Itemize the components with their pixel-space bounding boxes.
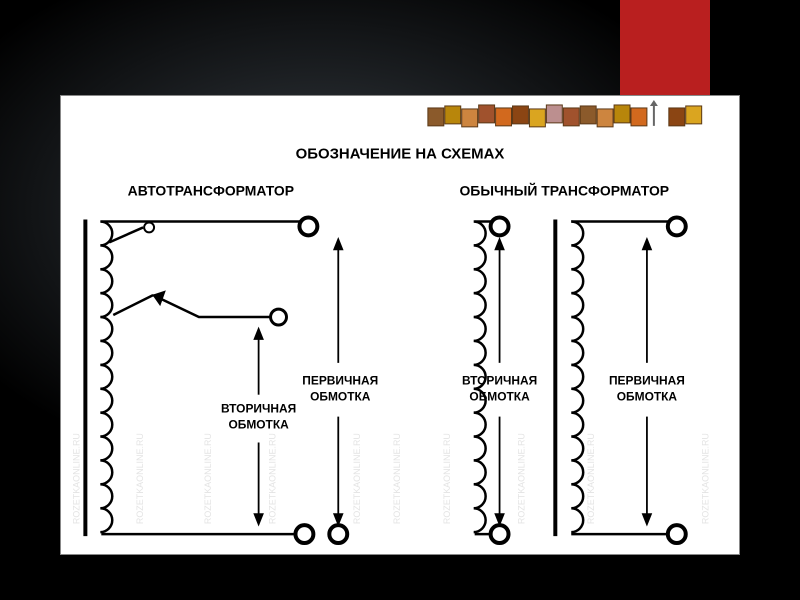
terminal-std-pri-top [668, 217, 686, 235]
terminal-small [144, 222, 154, 232]
watermark: ROZETKAONLINE.RU [392, 433, 402, 524]
terminal-auto-bottom-right [329, 525, 347, 543]
watermark-group: ROZETKAONLINE.RU ROZETKAONLINE.RU ROZETK… [71, 433, 710, 524]
terminal-secondary-tap [271, 309, 287, 325]
heading-transformer: ОБЫЧНЫЙ ТРАНСФОРМАТОР [459, 182, 669, 199]
watermark: ROZETKAONLINE.RU [442, 433, 452, 524]
schematic-svg: ROZETKAONLINE.RU ROZETKAONLINE.RU ROZETK… [61, 96, 739, 554]
winding-labels: ПЕРВИЧНАЯ ОБМОТКА ВТОРИЧНАЯ ОБМОТКА ВТОР… [221, 374, 685, 432]
label-auto-primary-2: ОБМОТКА [310, 390, 371, 404]
watermark: ROZETKAONLINE.RU [71, 433, 81, 524]
label-std-secondary-2: ОБМОТКА [469, 390, 530, 404]
watermark: ROZETKAONLINE.RU [268, 433, 278, 524]
diagram-card: ROZETKAONLINE.RU ROZETKAONLINE.RU ROZETK… [60, 95, 740, 555]
terminal-std-pri-bot [668, 525, 686, 543]
terminal-auto-top [299, 217, 317, 235]
heading-autotransformer: АВТОТРАНСФОРМАТОР [128, 183, 294, 199]
watermark: ROZETKAONLINE.RU [135, 433, 145, 524]
watermark: ROZETKAONLINE.RU [352, 433, 362, 524]
terminal-auto-bottom-left [295, 525, 313, 543]
watermark: ROZETKAONLINE.RU [701, 433, 711, 524]
red-accent-block [620, 0, 710, 95]
label-auto-secondary-2: ОБМОТКА [228, 418, 289, 432]
watermark: ROZETKAONLINE.RU [203, 433, 213, 524]
terminal-std-sec-top [491, 217, 509, 235]
main-title: ОБОЗНАЧЕНИЕ НА СХЕМАХ [296, 146, 505, 163]
label-std-primary-2: ОБМОТКА [617, 390, 678, 404]
label-auto-primary-1: ПЕРВИЧНАЯ [302, 374, 378, 388]
watermark: ROZETKAONLINE.RU [586, 433, 596, 524]
label-std-primary-1: ПЕРВИЧНАЯ [609, 374, 685, 388]
terminal-std-sec-bot [491, 525, 509, 543]
watermark: ROZETKAONLINE.RU [516, 433, 526, 524]
label-std-secondary-1: ВТОРИЧНАЯ [462, 374, 537, 388]
label-auto-secondary-1: ВТОРИЧНАЯ [221, 402, 296, 416]
logo-tiles [428, 100, 702, 127]
